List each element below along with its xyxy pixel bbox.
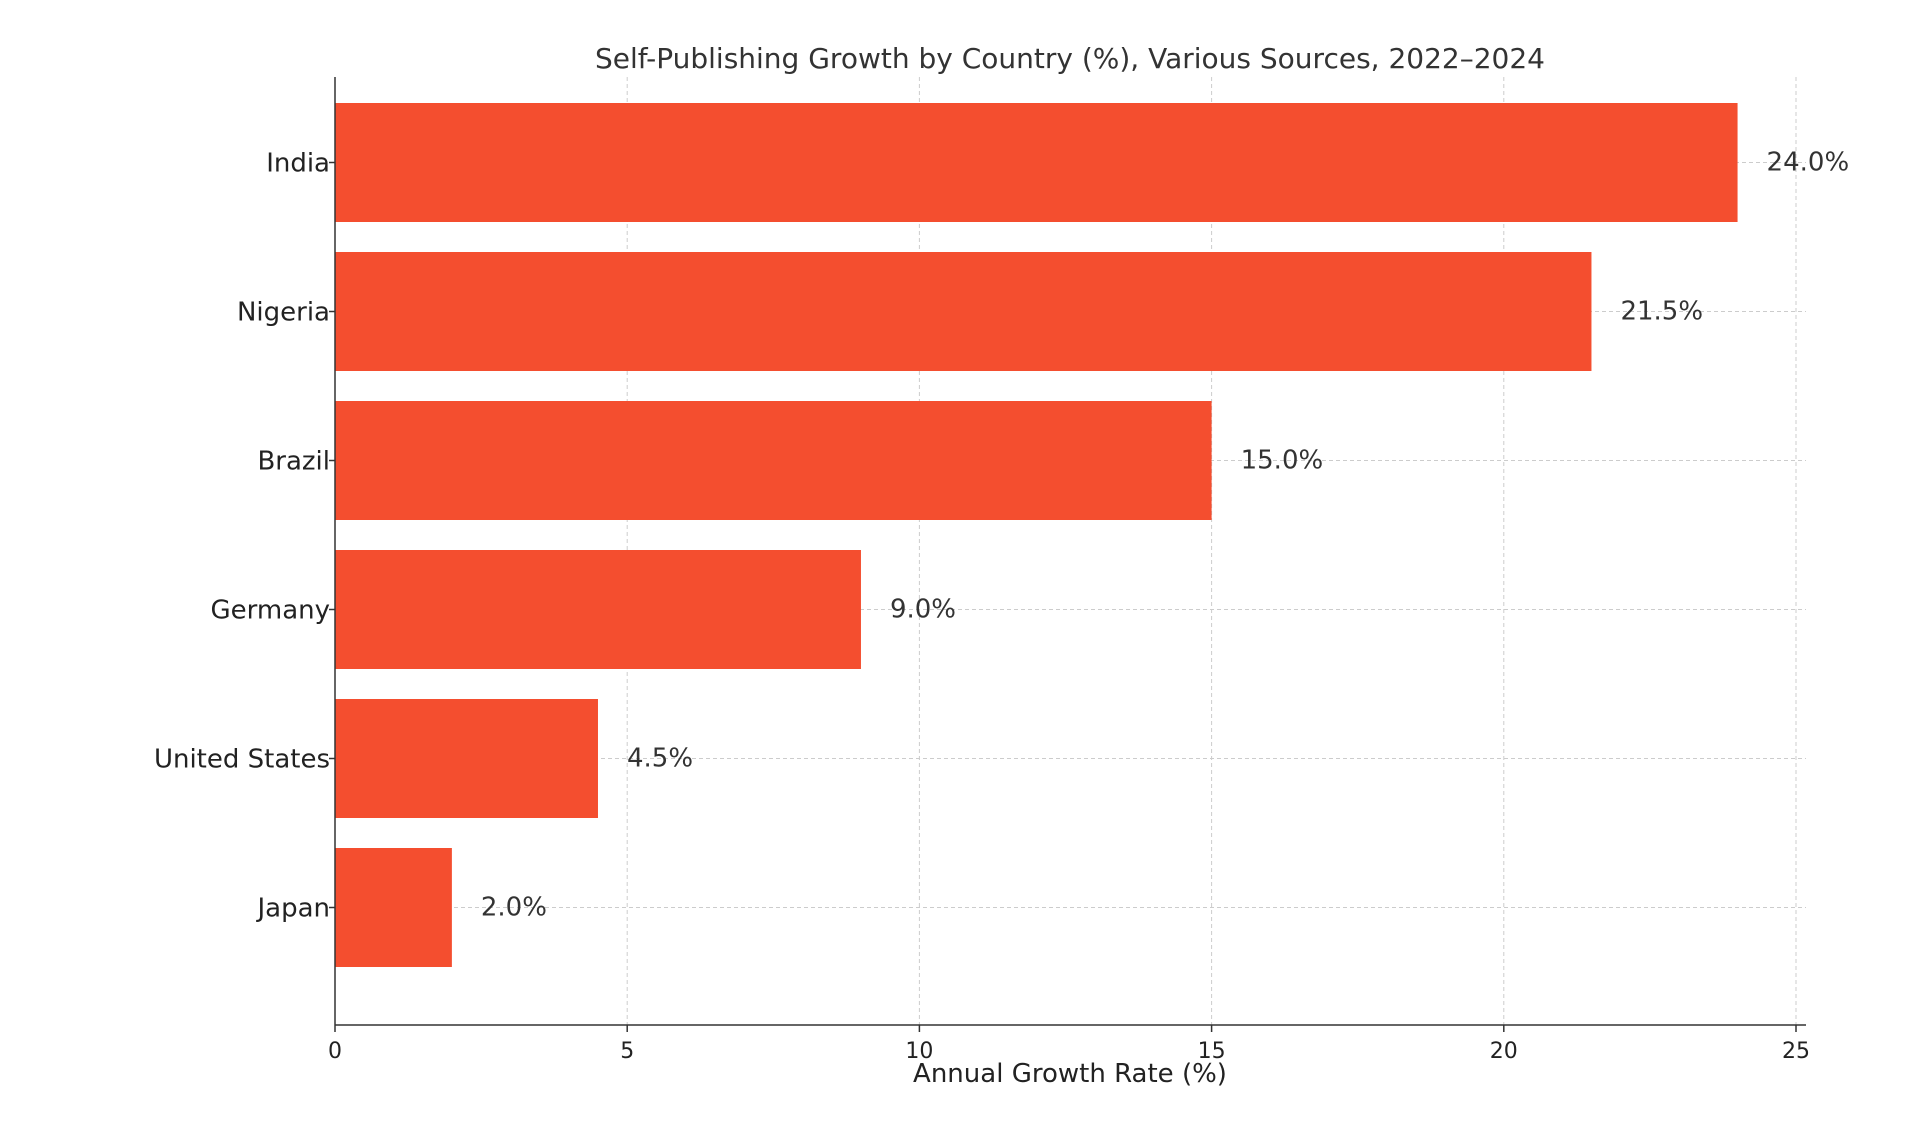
x-tick-label: 10 bbox=[905, 1039, 933, 1064]
data-label: 9.0% bbox=[890, 595, 956, 625]
data-label: 2.0% bbox=[481, 893, 547, 923]
category-label: India bbox=[266, 149, 330, 179]
category-label: United States bbox=[154, 745, 330, 775]
bar-japan bbox=[335, 848, 452, 967]
bar-united-states bbox=[335, 699, 598, 818]
data-label: 4.5% bbox=[627, 744, 693, 774]
chart-title: Self-Publishing Growth by Country (%), V… bbox=[595, 42, 1545, 75]
bar-india bbox=[335, 103, 1738, 222]
x-tick-label: 5 bbox=[620, 1039, 634, 1064]
category-label: Japan bbox=[255, 894, 330, 924]
axes bbox=[329, 77, 1806, 1032]
x-axis-label: Annual Growth Rate (%) bbox=[913, 1059, 1227, 1089]
data-label: 24.0% bbox=[1767, 148, 1850, 178]
bar-brazil bbox=[335, 401, 1212, 520]
data-label: 21.5% bbox=[1620, 297, 1703, 327]
x-tick-label: 25 bbox=[1782, 1039, 1810, 1064]
category-label: Nigeria bbox=[237, 298, 330, 328]
category-label: Brazil bbox=[257, 447, 330, 477]
x-tick-label: 15 bbox=[1198, 1039, 1226, 1064]
category-label: Germany bbox=[210, 596, 330, 626]
labels: 0 5 10 15 20 25 India Nigeria Brazil Germany Unite… bbox=[154, 148, 1849, 1065]
x-tick-label: 0 bbox=[328, 1039, 342, 1064]
bars bbox=[335, 103, 1738, 967]
bar-nigeria bbox=[335, 252, 1592, 371]
bar-germany bbox=[335, 550, 861, 669]
data-label: 15.0% bbox=[1241, 446, 1324, 476]
x-tick-label: 20 bbox=[1490, 1039, 1518, 1064]
